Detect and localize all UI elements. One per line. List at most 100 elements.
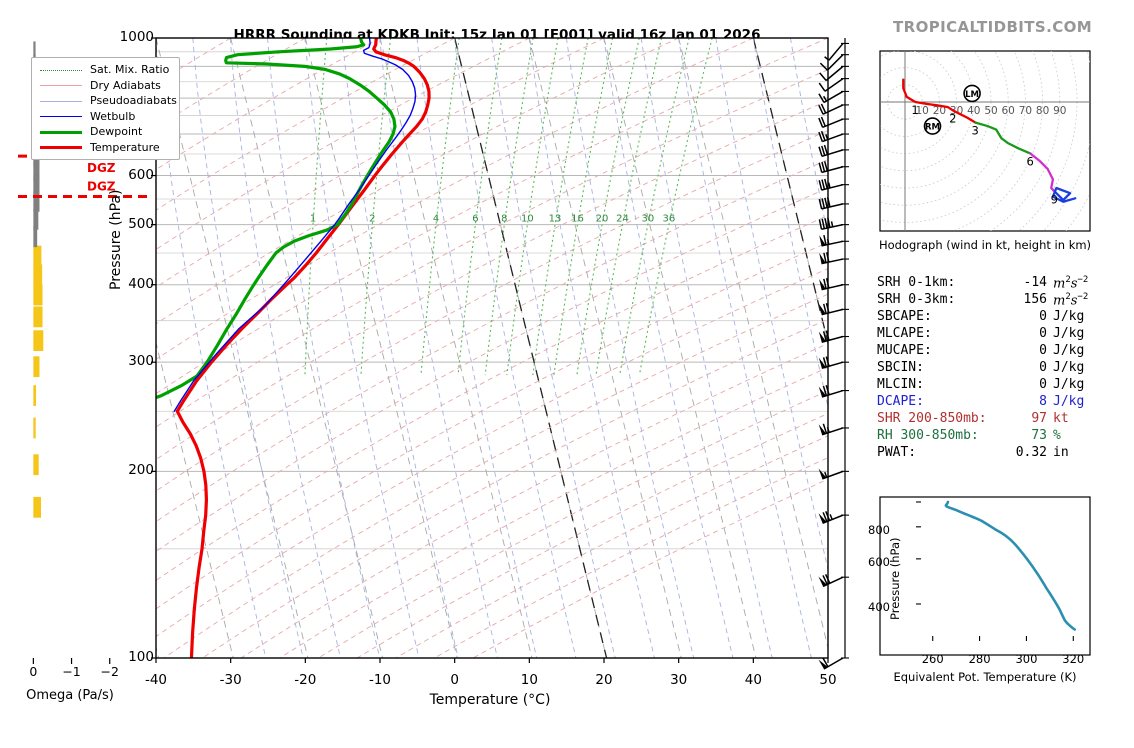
skewt-x-tick: -40 xyxy=(144,672,168,688)
hodograph-caption: Hodograph (wind in kt, height in km) xyxy=(878,238,1092,252)
thetae-y-axis-label: Pressure (hPa) xyxy=(888,537,902,621)
stat-label: SHR 200-850mb: xyxy=(877,411,987,426)
thetae-y-tick: 400 xyxy=(868,599,890,614)
stat-value: 156 xyxy=(1023,292,1047,307)
svg-text:50: 50 xyxy=(984,105,997,117)
dgz-label: DGZ xyxy=(87,180,116,194)
svg-text:6: 6 xyxy=(472,214,478,225)
stat-unit: kt xyxy=(1053,411,1069,426)
thetae-chart xyxy=(879,496,1091,656)
skewt-y-tick: 500 xyxy=(128,215,154,232)
omega-axis-label: Omega (Pa/s) xyxy=(26,688,114,703)
dgz-label: DGZ xyxy=(87,161,116,175)
stat-unit: J/kg xyxy=(1053,326,1085,341)
skewt-y-tick: 200 xyxy=(128,462,154,479)
skewt-y-tick: 100 xyxy=(128,649,154,665)
stat-label: SBCIN: xyxy=(877,360,924,375)
legend-swatch xyxy=(40,115,82,117)
svg-text:80: 80 xyxy=(1036,105,1049,117)
skewt-x-tick: 30 xyxy=(670,672,688,688)
stat-label: MLCAPE: xyxy=(877,326,932,341)
skewt-y-tick: 400 xyxy=(128,275,154,292)
thetae-x-tick: 320 xyxy=(1062,652,1085,666)
stat-label: PWAT: xyxy=(877,445,917,460)
legend-swatch xyxy=(40,130,82,134)
svg-text:13: 13 xyxy=(549,214,562,225)
stat-unit: % xyxy=(1053,428,1061,443)
svg-text:30: 30 xyxy=(641,214,654,225)
skewt-x-tick: -10 xyxy=(368,672,392,688)
storm-motion-marker: LM xyxy=(965,90,979,100)
svg-text:14F: 14F xyxy=(403,30,429,35)
stat-value: 0 xyxy=(1039,326,1047,341)
skewt-y-tick: 600 xyxy=(128,166,154,183)
legend-swatch xyxy=(40,69,82,71)
skewt-x-tick: 40 xyxy=(744,672,762,688)
svg-text:8F: 8F xyxy=(358,30,375,35)
skewt-x-tick: 10 xyxy=(520,672,538,688)
stat-unit: J/kg xyxy=(1053,360,1085,375)
svg-text:20: 20 xyxy=(596,214,609,225)
stat-unit: in xyxy=(1053,445,1069,460)
svg-text:20: 20 xyxy=(933,105,946,117)
stat-value: 0.32 xyxy=(1015,445,1047,460)
skewt-y-axis-label: Pressure (hPa) xyxy=(108,189,124,290)
skewt-x-tick: 50 xyxy=(819,672,837,688)
stat-unit: J/kg xyxy=(1053,309,1085,324)
stat-unit: J/kg xyxy=(1053,343,1085,358)
skewt-y-tick: 300 xyxy=(128,353,154,370)
thetae-x-tick: 300 xyxy=(1015,652,1038,666)
stat-label: MUCAPE: xyxy=(877,343,932,358)
stat-label: SRH 0-1km: xyxy=(877,275,956,290)
thetae-x-tick: 280 xyxy=(968,652,991,666)
legend-label: Dewpoint xyxy=(90,125,143,138)
hodograph-height-label: 9 xyxy=(1051,192,1058,206)
thetae-x-tick: 260 xyxy=(921,652,944,666)
svg-text:2: 2 xyxy=(369,214,375,225)
legend-swatch xyxy=(40,85,82,86)
legend-swatch xyxy=(40,146,82,149)
stat-unit: m2s−2 xyxy=(1053,292,1089,309)
svg-text:24: 24 xyxy=(616,214,629,225)
skewt-x-tick: -20 xyxy=(294,672,317,688)
svg-text:1: 1 xyxy=(310,214,316,225)
legend-label: Sat. Mix. Ratio xyxy=(90,63,170,76)
hodograph-height-label: 1 xyxy=(911,103,918,117)
legend-label: Wetbulb xyxy=(90,109,136,123)
sounding-stats-table: SRH 0-1km: -14 m2s−2 SRH 0-3km: 156 m2s−2 SBCA… xyxy=(877,275,1107,465)
hodograph-height-label: 6 xyxy=(1027,155,1034,169)
svg-text:10: 10 xyxy=(916,105,929,117)
skewt-x-tick: -30 xyxy=(219,672,242,688)
thetae-y-tick: 800 xyxy=(868,522,890,537)
stat-value: -14 xyxy=(1023,275,1047,290)
stat-value: 73 xyxy=(1031,428,1047,443)
svg-text:70: 70 xyxy=(1019,105,1032,117)
stat-unit: m2s−2 xyxy=(1053,275,1089,292)
skewt-x-axis-label: Temperature (°C) xyxy=(429,692,551,708)
chart-legend: Sat. Mix. Ratio Dry Adiabats Pseudoadiabat… xyxy=(31,57,180,160)
legend-label: Temperature xyxy=(90,140,160,154)
svg-text:60: 60 xyxy=(1002,105,1015,117)
brand-watermark: TROPICALTIDBITS.COM xyxy=(893,18,1093,36)
thetae-x-axis-label: Equivalent Pot. Temperature (K) xyxy=(893,670,1077,684)
stat-label: RH 300-850mb: xyxy=(877,428,979,443)
skewt-x-tick: 0 xyxy=(450,672,459,688)
legend-label: Pseudoadiabats xyxy=(90,94,177,107)
stat-unit: J/kg xyxy=(1053,394,1085,409)
stat-label: SBCAPE: xyxy=(877,309,932,324)
thetae-y-tick-labels: 400 600 800 xyxy=(868,500,890,650)
omega-tick: 0 xyxy=(29,664,38,679)
stat-value: 97 xyxy=(1031,411,1047,426)
stat-label: SRH 0-3km: xyxy=(877,292,956,307)
skewt-y-tick: 1000 xyxy=(119,29,154,45)
omega-tick: −2 xyxy=(100,664,119,679)
stat-value: 0 xyxy=(1039,309,1047,324)
skewt-chart: 12468101316202430368F14F xyxy=(151,30,849,670)
skewt-x-tick: 20 xyxy=(595,672,613,688)
svg-text:16: 16 xyxy=(571,214,584,225)
legend-label: Dry Adiabats xyxy=(90,78,161,92)
stat-value: 0 xyxy=(1039,343,1047,358)
stat-unit: J/kg xyxy=(1053,377,1085,392)
legend-swatch xyxy=(40,100,82,102)
